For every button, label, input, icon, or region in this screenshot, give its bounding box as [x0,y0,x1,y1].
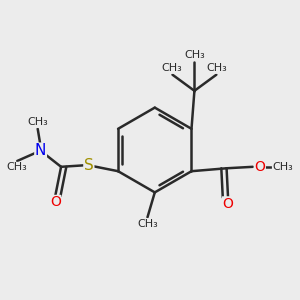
Text: O: O [223,197,233,211]
Text: O: O [50,196,61,209]
Text: CH₃: CH₃ [272,162,293,172]
Text: CH₃: CH₃ [27,117,48,128]
Text: CH₃: CH₃ [207,63,227,73]
Text: O: O [254,160,265,174]
Text: CH₃: CH₃ [184,50,205,60]
Text: CH₃: CH₃ [6,162,27,172]
Text: CH₃: CH₃ [161,63,182,73]
Text: S: S [84,158,94,173]
Text: N: N [35,143,46,158]
Text: CH₃: CH₃ [137,219,158,229]
